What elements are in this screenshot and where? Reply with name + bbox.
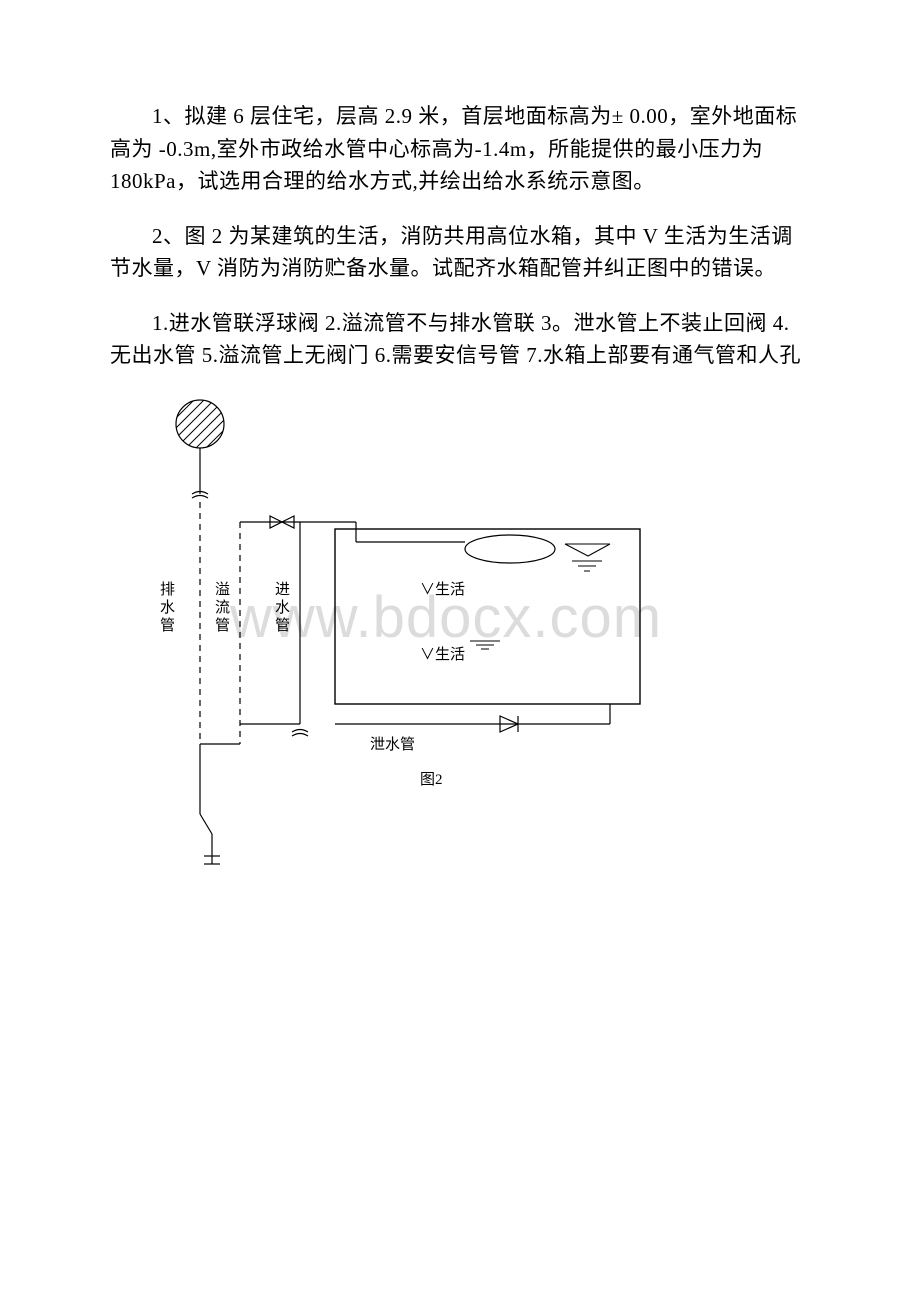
diagram-figure-2: www.bdocx.com — [140, 394, 680, 874]
paragraph-2: 2、图 2 为某建筑的生活，消防共用高位水箱，其中 V 生活为生活调节水量，V … — [110, 220, 810, 285]
tank-label-life-2: ∨生活 — [420, 646, 465, 663]
paragraph-3: 1.进水管联浮球阀 2.溢流管不与排水管联 3。泄水管上不装止回阀 4.无出水管… — [110, 307, 810, 372]
paragraph-1: 1、拟建 6 层住宅，层高 2.9 米，首层地面标高为± 0.00，室外地面标高… — [110, 100, 810, 198]
tank-label-life-1: ∨生活 — [420, 581, 465, 598]
vertical-labels: 排水管 溢流管 进水管 — [160, 581, 290, 634]
label-inlet: 进水管 — [275, 581, 290, 634]
label-drain: 排水管 — [160, 581, 175, 634]
diagram-svg: ∨生活 ∨生活 排水管 溢流管 进水管 泄水管 图2 — [140, 394, 680, 874]
drain-pipe — [192, 448, 220, 864]
discharge-pipe — [335, 704, 610, 732]
water-tank: ∨生活 ∨生活 — [300, 522, 640, 704]
figure-caption: 图2 — [420, 771, 443, 788]
label-overflow: 溢流管 — [215, 581, 230, 634]
inlet-pipe — [240, 522, 308, 736]
label-discharge: 泄水管 — [370, 736, 415, 753]
globe-icon — [176, 400, 224, 448]
